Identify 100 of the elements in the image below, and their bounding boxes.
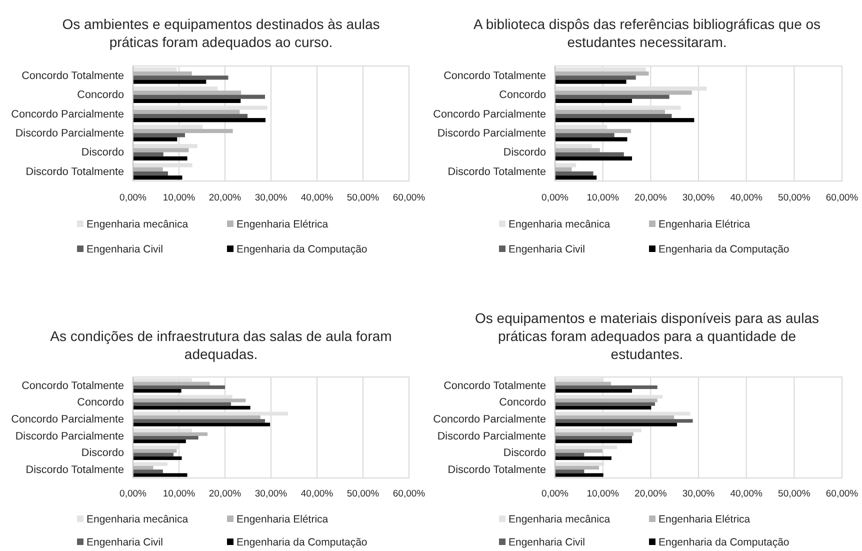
chart-title: Os ambientes e equipamentos destinados às aulas práticas foram adequados ao curso. xyxy=(62,16,380,50)
x-tick-label: 30,00% xyxy=(682,192,716,204)
bar xyxy=(555,406,652,410)
chart-title: As condições de infraestrutura das salas de aula foram adequadas. xyxy=(50,328,392,362)
x-tick-label: 60,00% xyxy=(826,488,859,500)
bar xyxy=(555,133,614,138)
bar xyxy=(133,94,266,99)
y-tick-label: Concordo Totalmente xyxy=(444,380,546,392)
x-tick-label: 60,00% xyxy=(392,488,426,500)
x-tick-label: 40,00% xyxy=(300,488,334,500)
y-tick-label: Concordo Totalmente xyxy=(444,70,546,82)
y-tick-label: Discordo Totalmente xyxy=(26,464,124,476)
x-tick-label: 40,00% xyxy=(300,192,334,204)
legend-label: Engenharia Civil xyxy=(508,244,585,256)
bar xyxy=(555,440,632,444)
legend-label: Engenharia Elétrica xyxy=(658,514,750,526)
bar xyxy=(133,118,266,122)
y-tick-label: Concordo Totalmente xyxy=(22,380,124,392)
legend-label: Engenharia da Computação xyxy=(236,244,368,256)
bar xyxy=(133,385,225,390)
y-tick-label: Concordo Parcialmente xyxy=(433,108,546,120)
legend-label: Engenharia mecânica xyxy=(86,218,188,231)
legend-label: Engenharia da Computação xyxy=(658,244,790,256)
legend-label: Engenharia Civil xyxy=(86,244,163,256)
bar xyxy=(555,470,584,474)
bar xyxy=(555,452,584,456)
x-tick-label: 50,00% xyxy=(778,488,811,500)
bar xyxy=(133,137,178,142)
y-tick-label: Discordo Parcialmente xyxy=(437,128,546,140)
bar xyxy=(133,171,168,176)
bar xyxy=(133,114,248,118)
legend-label: Engenharia mecânica xyxy=(508,514,610,526)
bar xyxy=(555,152,624,156)
legend-label: Engenharia mecânica xyxy=(508,218,610,231)
legend-label: Engenharia Elétrica xyxy=(658,218,750,231)
bar xyxy=(555,389,632,393)
bar xyxy=(133,452,174,456)
legend-label: Engenharia da Computação xyxy=(658,536,790,549)
y-tick-label: Concordo xyxy=(77,89,124,102)
x-tick-label: 50,00% xyxy=(346,488,380,500)
bar xyxy=(133,456,182,460)
legend-label: Engenharia Civil xyxy=(508,536,585,549)
x-tick-label: 30,00% xyxy=(682,488,716,500)
bar xyxy=(555,163,576,168)
x-tick-label: 30,00% xyxy=(254,488,288,500)
x-tick-label: 40,00% xyxy=(730,488,763,500)
bar xyxy=(555,98,632,103)
x-tick-label: 10,00% xyxy=(162,192,196,204)
chart-title: A biblioteca dispôs das referências bibliográficas que os estudantes necessitaram. xyxy=(473,16,821,50)
bar xyxy=(133,419,266,423)
x-tick-label: 0,00% xyxy=(120,192,148,204)
legend-label: Engenharia Elétrica xyxy=(236,514,328,526)
bar xyxy=(133,440,186,444)
y-tick-label: Concordo Totalmente xyxy=(22,70,124,82)
bar xyxy=(555,76,636,80)
x-tick-label: 20,00% xyxy=(634,192,668,204)
legend-label: Engenharia Civil xyxy=(86,536,163,549)
y-tick-label: Discordo Totalmente xyxy=(448,166,546,178)
x-tick-label: 50,00% xyxy=(346,192,380,204)
bar xyxy=(133,462,168,466)
bar xyxy=(555,419,693,423)
bar xyxy=(555,80,626,84)
y-tick-label: Discordo xyxy=(81,447,124,460)
x-tick-label: 20,00% xyxy=(208,488,242,500)
bar xyxy=(555,156,632,160)
x-tick-label: 0,00% xyxy=(120,488,148,500)
legend-label: Engenharia mecânica xyxy=(86,514,188,526)
legend-label: Engenharia Elétrica xyxy=(236,218,328,231)
bar xyxy=(133,389,182,393)
y-tick-label: Discordo Parcialmente xyxy=(15,128,124,140)
y-tick-label: Discordo Parcialmente xyxy=(15,430,124,442)
y-tick-label: Concordo Parcialmente xyxy=(11,414,124,426)
bar xyxy=(133,80,206,84)
bar xyxy=(555,137,628,142)
bar xyxy=(555,94,670,99)
y-tick-label: Concordo xyxy=(77,396,124,409)
y-tick-label: Concordo xyxy=(499,89,546,102)
x-tick-label: 10,00% xyxy=(586,488,620,500)
chart-title: Os equipamentos e materiais disponíveis para as aulas práticas foram adequados para a quantidade de estudantes. xyxy=(475,310,819,362)
bar xyxy=(133,156,188,160)
bar xyxy=(555,456,612,460)
x-tick-label: 10,00% xyxy=(162,488,196,500)
bar xyxy=(555,114,672,118)
x-tick-label: 40,00% xyxy=(730,192,763,204)
bar xyxy=(133,76,228,80)
y-tick-label: Discordo Parcialmente xyxy=(437,430,546,442)
x-tick-label: 30,00% xyxy=(254,192,288,204)
y-tick-label: Concordo Parcialmente xyxy=(433,414,546,426)
x-tick-label: 0,00% xyxy=(542,488,570,500)
y-tick-label: Discordo xyxy=(503,146,546,159)
bar xyxy=(555,402,655,406)
bar xyxy=(555,118,694,122)
x-tick-label: 20,00% xyxy=(208,192,242,204)
y-tick-label: Discordo xyxy=(503,447,546,460)
bar xyxy=(555,385,658,390)
x-tick-label: 50,00% xyxy=(778,192,811,204)
y-tick-label: Discordo xyxy=(81,146,124,159)
bar xyxy=(133,133,185,138)
legend-label: Engenharia da Computação xyxy=(236,536,368,549)
bar xyxy=(555,144,592,148)
